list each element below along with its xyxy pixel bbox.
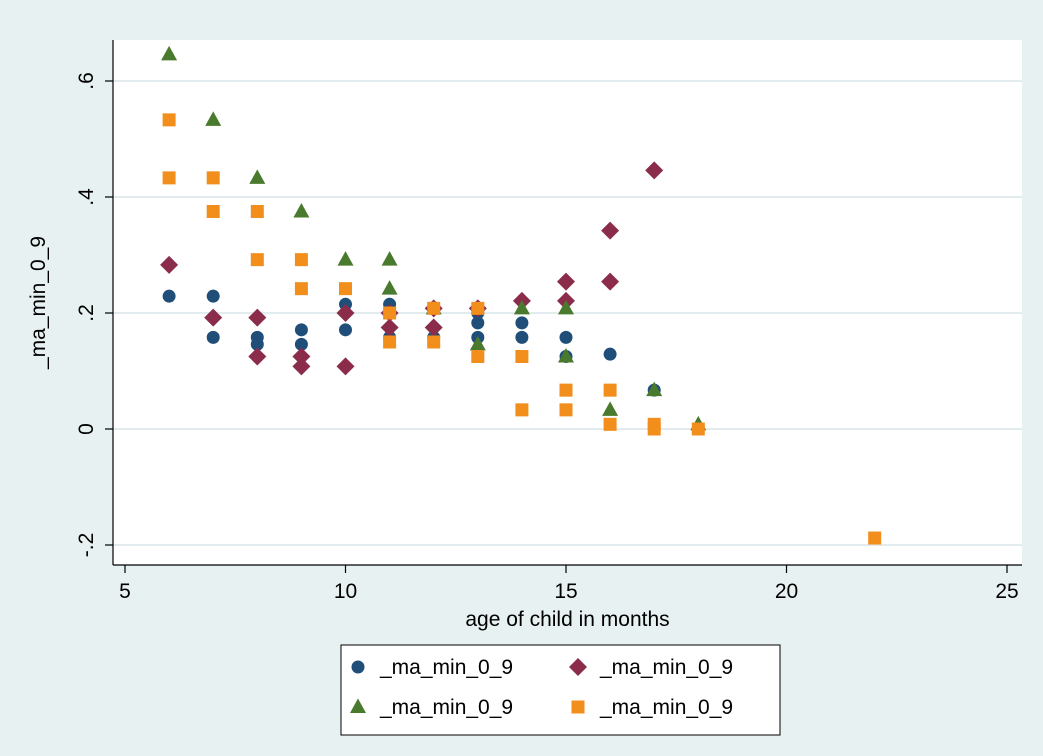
legend-item: _ma_min_0_9 — [351, 656, 513, 679]
legend-marker-square — [571, 700, 585, 714]
legend: _ma_min_0_9 _ma_min_0_9 _ma_min_0_9 _ma_min… — [340, 644, 781, 736]
legend-label: _ma_min_0_9 — [599, 696, 733, 719]
data-point-circle — [559, 330, 573, 344]
data-point-circle — [294, 337, 308, 351]
data-point-triangle — [646, 381, 663, 397]
data-point-diamond — [424, 318, 443, 337]
legend-box — [340, 644, 781, 736]
data-point-square — [427, 301, 441, 315]
data-point-circle — [206, 330, 220, 344]
data-point-diamond — [248, 347, 267, 366]
y-tick-label: .2 — [75, 304, 98, 322]
data-point-diamond — [204, 308, 223, 327]
legend-label: _ma_min_0_9 — [379, 656, 513, 679]
data-point-square — [603, 417, 617, 431]
x-tick-label: 15 — [554, 580, 577, 603]
data-point-diamond — [380, 318, 399, 337]
y-tick-label: .6 — [75, 72, 98, 90]
data-point-circle — [515, 330, 529, 344]
data-point-triangle — [205, 111, 222, 126]
data-point-circle — [250, 337, 264, 351]
data-point-diamond — [292, 357, 311, 376]
data-point-square — [162, 171, 176, 185]
data-point-square — [603, 383, 617, 397]
legend-item: _ma_min_0_9 — [571, 696, 733, 719]
data-point-square — [250, 205, 264, 218]
data-point-square — [294, 282, 308, 296]
y-tick-label: .4 — [75, 188, 98, 206]
axes — [105, 40, 1022, 573]
data-point-circle — [603, 347, 617, 361]
data-point-triangle — [558, 299, 574, 315]
x-tick-label: 10 — [334, 580, 357, 603]
tick-labels: -.2 0 .2 .4 .6 5 10 15 20 25 — [75, 72, 1019, 603]
legend-label: _ma_min_0_9 — [599, 656, 733, 679]
y-tick-label: 0 — [75, 423, 98, 435]
data-point-square — [559, 403, 573, 417]
data-point-square — [691, 422, 705, 436]
y-tick-label: -.2 — [75, 533, 98, 558]
data-point-circle — [206, 289, 220, 303]
data-point-diamond — [160, 255, 179, 274]
data-point-diamond — [557, 272, 575, 291]
data-point-square — [427, 335, 441, 349]
legend-marker-diamond — [569, 658, 587, 676]
data-point-square — [383, 306, 397, 320]
legend-item: _ma_min_0_9 — [350, 696, 513, 719]
data-point-square — [339, 282, 352, 296]
data-point-triangle — [602, 401, 619, 416]
data-point-diamond — [601, 221, 620, 240]
data-point-circle — [294, 323, 308, 337]
data-point-square — [250, 253, 264, 267]
legend-marker-triangle — [350, 698, 366, 713]
data-point-diamond — [601, 272, 620, 291]
data-point-triangle — [249, 169, 266, 184]
data-point-square — [206, 171, 220, 185]
data-point-diamond — [336, 357, 355, 376]
x-axis-title: age of child in months — [465, 608, 669, 631]
data-point-triangle — [293, 203, 310, 218]
data-point-square — [471, 301, 485, 315]
data-point-square — [383, 335, 397, 349]
data-point-triangle — [381, 251, 398, 266]
legend-marker-circle — [351, 660, 365, 674]
x-tick-label: 20 — [775, 580, 798, 603]
x-tick-label: 25 — [995, 580, 1018, 603]
data-point-diamond — [645, 161, 664, 180]
data-point-triangle — [469, 335, 486, 351]
legend-item: _ma_min_0_9 — [569, 656, 733, 679]
data-point-circle — [515, 316, 529, 330]
data-point-triangle — [337, 251, 354, 266]
data-point-square — [515, 403, 529, 417]
data-point-circle — [162, 289, 176, 303]
data-point-triangle — [513, 299, 530, 315]
data-point-square — [471, 350, 485, 363]
series-square — [162, 113, 882, 545]
data-point-circle — [339, 323, 352, 337]
data-point-triangle — [381, 280, 398, 295]
data-points — [160, 45, 882, 545]
legend-label: _ma_min_0_9 — [379, 696, 513, 719]
data-point-square — [559, 383, 573, 397]
data-point-diamond — [248, 308, 267, 327]
data-point-diamond — [336, 304, 355, 322]
data-point-square — [206, 205, 220, 218]
data-point-square — [162, 113, 176, 127]
data-point-triangle — [161, 45, 178, 61]
data-point-square — [647, 422, 661, 436]
x-tick-label: 5 — [119, 580, 131, 603]
y-axis-title: _ma_min_0_9 — [27, 236, 50, 370]
data-point-square — [294, 253, 308, 267]
data-point-diamond — [292, 347, 311, 366]
data-point-triangle — [558, 348, 574, 363]
data-point-square — [868, 531, 882, 545]
data-point-square — [515, 350, 529, 363]
data-point-circle — [471, 316, 485, 330]
